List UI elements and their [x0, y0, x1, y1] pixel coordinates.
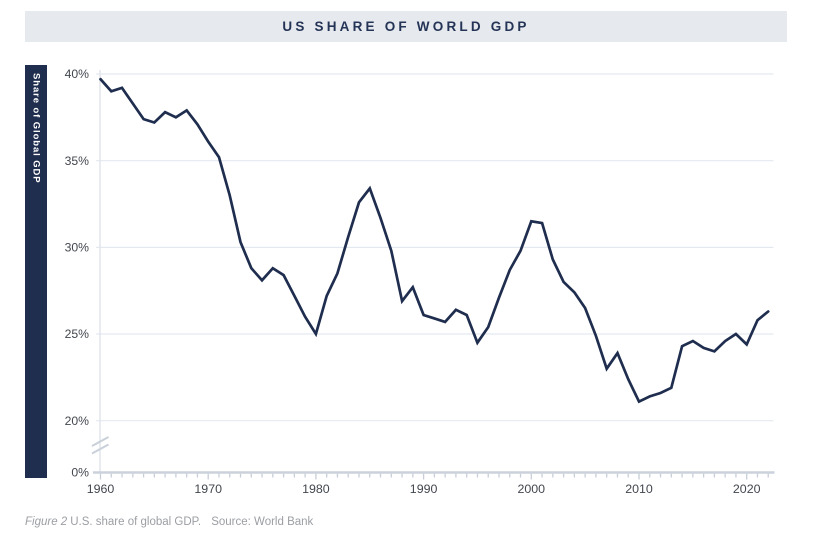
figure-caption: Figure 2 U.S. share of global GDP. Source…	[25, 516, 313, 528]
y-tick-label-30: 30%	[65, 241, 90, 255]
y-axis-label: Share of Global GDP	[30, 73, 42, 184]
y-axis-label-bar: Share of Global GDP	[25, 65, 47, 478]
x-tick-label-1990: 1990	[410, 482, 438, 496]
chart-title-band: US SHARE OF WORLD GDP	[25, 11, 787, 42]
caption-source: Source: World Bank	[211, 516, 314, 528]
axis-break-mark	[91, 443, 109, 455]
caption-text: U.S. share of global GDP.	[70, 516, 205, 528]
x-tick-label-2010: 2010	[625, 482, 653, 496]
x-tick-label-2000: 2000	[518, 482, 546, 496]
x-tick-label-1960: 1960	[87, 482, 115, 496]
axis-break-mark	[91, 436, 109, 447]
gdp-share-line	[99, 77, 770, 404]
y-tick-label-25: 25%	[65, 327, 90, 341]
y-tick-label-40: 40%	[65, 67, 90, 81]
x-tick-label-2020: 2020	[733, 482, 761, 496]
x-tick-label-1970: 1970	[194, 482, 222, 496]
x-tick-label-1980: 1980	[302, 482, 330, 496]
y-tick-label-35: 35%	[65, 154, 90, 168]
y-tick-label-20: 20%	[65, 414, 90, 428]
y-tick-label-0: 0%	[71, 466, 89, 480]
chart-title: US SHARE OF WORLD GDP	[282, 19, 530, 34]
figure-label: Figure 2	[25, 516, 68, 528]
